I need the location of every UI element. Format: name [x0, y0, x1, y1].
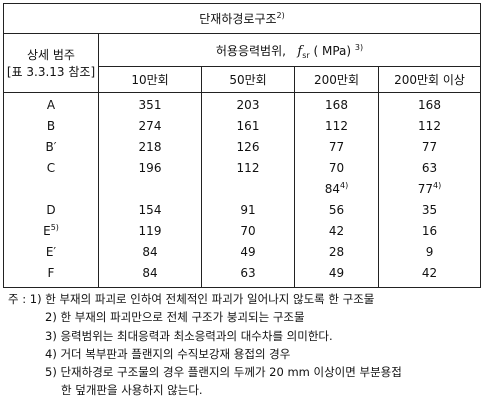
- note-text: 1) 한 부재의 파괴로 인하여 전체적인 파괴가 일어나지 않도록 한 구조물: [29, 292, 375, 306]
- value-cell: 112: [201, 158, 295, 179]
- title: 단재하경로구조: [199, 12, 277, 26]
- value-cell: 844): [294, 179, 379, 200]
- title-cell: 단재하경로구조2): [2, 3, 482, 34]
- range-header-text: 허용응력범위,: [215, 43, 286, 58]
- value-cell: 77: [294, 137, 379, 158]
- category: D: [46, 203, 56, 217]
- category: F: [47, 266, 55, 280]
- value-cell: 16: [377, 221, 482, 242]
- value-cell: 49: [294, 263, 379, 288]
- value-cell: 77: [377, 137, 482, 158]
- value-cell: 70: [294, 158, 379, 179]
- data-row-extra: 844) 774): [3, 179, 482, 200]
- value-cell: 126: [201, 137, 295, 158]
- category-cell: D: [3, 200, 99, 221]
- value-cell: 203: [201, 92, 295, 116]
- range-header: 허용응력범위, fsr ( MPa) 3): [97, 33, 482, 67]
- value-cell: 28: [294, 242, 379, 263]
- value-cell: 84: [98, 242, 202, 263]
- category-cell: F: [3, 263, 99, 288]
- value-note: 4): [433, 181, 442, 190]
- empty-cell: [3, 179, 99, 200]
- note-line: 5) 단재하경로 구조물의 경우 플랜지의 두께가 20 mm 이상이면 부분용…: [45, 365, 402, 380]
- column-header: 200만회: [294, 66, 379, 93]
- column-header: 10만회: [98, 66, 202, 93]
- note-line: 4) 거더 복부판과 플랜지의 수직보강재 용접의 경우: [45, 346, 291, 361]
- data-row: E′ 84 49 28 9: [3, 242, 482, 263]
- column-row: 10만회 50만회 200만회 200만회 이상: [4, 66, 482, 93]
- value-cell: 91: [201, 200, 295, 221]
- category-header-line: [표 3.3.13 참조]: [6, 65, 96, 79]
- value-cell: 351: [98, 92, 202, 116]
- value-cell: 63: [377, 158, 482, 179]
- column-header: 200만회 이상: [377, 66, 482, 93]
- value-cell: 168: [377, 92, 482, 116]
- value-cell: 154: [98, 200, 202, 221]
- table-body: A 351 203 168 168 B 274 161 112 112 B′ 218 126 77 77 C 1…: [3, 92, 482, 288]
- note-line: 주 : 1) 한 부재의 파괴로 인하여 전체적인 파괴가 일어나지 않도록 한…: [8, 290, 402, 308]
- symbol-subscript: sr: [302, 50, 310, 60]
- value-cell: 49: [201, 242, 295, 263]
- value-cell: 42: [294, 221, 379, 242]
- category-header-line: 상세 범주: [27, 48, 75, 62]
- category: B: [46, 119, 56, 133]
- value: 77: [417, 182, 434, 196]
- value-cell: 274: [98, 116, 202, 137]
- category: B′: [45, 140, 57, 154]
- value: 84: [324, 182, 341, 196]
- value-cell: 9: [377, 242, 482, 263]
- category: E′: [45, 245, 57, 259]
- stress-table: 단재하경로구조2) 상세 범주 [표 3.3.13 참조] 허용응력범위, fsr…: [2, 3, 482, 288]
- category-cell: B: [3, 116, 99, 137]
- title-note: 2): [276, 11, 285, 20]
- category: C: [46, 161, 56, 175]
- note-line: 한 덮개판을 사용하지 않는다.: [61, 383, 203, 398]
- note-line: 3) 응력범위는 최대응력과 최소응력과의 대수차를 의미한다.: [45, 328, 333, 343]
- value-cell: 218: [98, 137, 202, 158]
- symbol: f: [297, 43, 303, 59]
- value-cell: 35: [377, 200, 482, 221]
- value-cell: 42: [377, 263, 482, 288]
- range-note: 3): [354, 42, 364, 52]
- value-cell: 112: [377, 116, 482, 137]
- category-cell: E′: [3, 242, 99, 263]
- category-note: 5): [50, 223, 59, 232]
- category-cell: B′: [3, 137, 99, 158]
- value-cell: 84: [98, 263, 202, 288]
- data-row: B′ 218 126 77 77: [3, 137, 482, 158]
- data-row: A 351 203 168 168: [3, 92, 482, 116]
- category-cell: E5): [3, 221, 99, 242]
- title-row: 단재하경로구조2): [2, 3, 482, 34]
- data-row: B 274 161 112 112: [3, 116, 482, 137]
- value-cell: 168: [294, 92, 379, 116]
- data-row: C 196 112 70 63: [3, 158, 482, 179]
- note-line: 2) 한 부재의 파괴만으로 전체 구조가 붕괴되는 구조물: [45, 310, 305, 325]
- value-cell: 56: [294, 200, 379, 221]
- data-row: E5) 119 70 42 16: [3, 221, 482, 242]
- data-row: F 84 63 49 42: [3, 263, 482, 288]
- value-cell: 161: [201, 116, 295, 137]
- category: A: [46, 98, 56, 112]
- column-header: 50만회: [201, 66, 295, 93]
- value-cell: 196: [98, 158, 202, 179]
- value-cell: 63: [201, 263, 295, 288]
- category-cell: C: [3, 158, 99, 179]
- value-cell: 774): [377, 179, 482, 200]
- value-note: 4): [340, 181, 349, 190]
- value-cell: 112: [294, 116, 379, 137]
- note-prefix: 주 :: [8, 292, 27, 306]
- empty-cell: [98, 179, 202, 200]
- category-cell: A: [3, 92, 99, 116]
- empty-cell: [201, 179, 295, 200]
- category-header: 상세 범주 [표 3.3.13 참조]: [3, 33, 99, 93]
- category: E: [43, 224, 51, 238]
- header-row: 상세 범주 [표 3.3.13 참조] 허용응력범위, fsr ( MPa) 3): [3, 33, 482, 93]
- unit: ( MPa): [313, 43, 352, 58]
- notes: 주 : 1) 한 부재의 파괴로 인하여 전체적인 파괴가 일어나지 않도록 한…: [8, 290, 402, 400]
- data-row: D 154 91 56 35: [3, 200, 482, 221]
- value-cell: 119: [98, 221, 202, 242]
- value-cell: 70: [201, 221, 295, 242]
